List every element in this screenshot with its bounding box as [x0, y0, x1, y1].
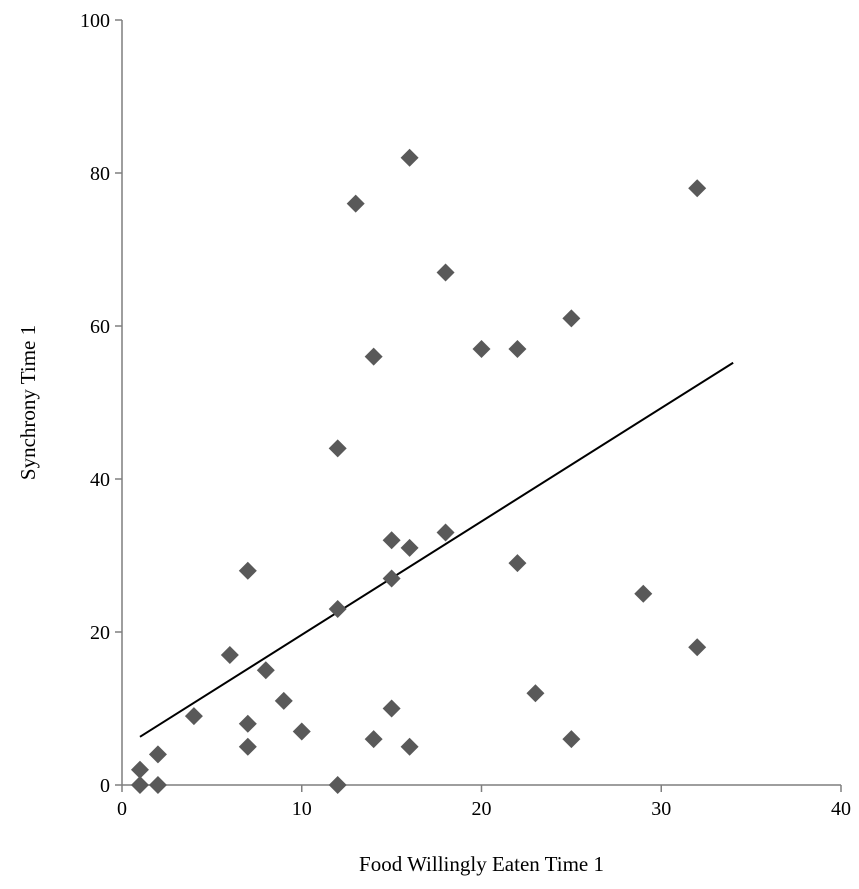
data-point [130, 776, 149, 794]
data-point [472, 339, 491, 358]
data-points [130, 148, 707, 794]
x-axis-title: Food Willingly Eaten Time 1 [359, 852, 604, 876]
data-point [328, 600, 347, 619]
x-tick-label: 40 [831, 798, 851, 820]
data-point [346, 194, 365, 213]
y-tick-label: 60 [90, 316, 110, 338]
data-point [130, 760, 149, 779]
data-point [220, 645, 239, 664]
y-axis-title: Synchrony Time 1 [16, 325, 40, 480]
data-point [436, 523, 455, 542]
data-point [274, 691, 293, 710]
data-point [382, 699, 401, 718]
x-tick-label: 10 [292, 798, 312, 820]
data-point [184, 707, 203, 726]
data-point [148, 745, 167, 764]
data-point [382, 569, 401, 588]
data-point [400, 737, 419, 756]
data-point [400, 538, 419, 557]
data-point [256, 661, 275, 680]
data-point [508, 554, 527, 573]
x-tick-label: 0 [117, 798, 127, 820]
data-point [148, 776, 167, 794]
data-point [328, 776, 347, 794]
x-tick-label: 20 [472, 798, 492, 820]
data-point [238, 561, 257, 580]
data-point [400, 148, 419, 167]
data-point [562, 730, 581, 749]
x-tick-label: 30 [651, 798, 671, 820]
y-tick-label: 0 [100, 775, 110, 797]
data-point [508, 339, 527, 358]
y-tick-label: 40 [90, 469, 110, 491]
trendline [139, 361, 734, 738]
y-tick-label: 80 [90, 163, 110, 185]
data-point [688, 179, 707, 198]
trendline-group [139, 361, 734, 738]
data-point [292, 722, 311, 741]
data-point [526, 684, 545, 703]
data-point [436, 263, 455, 282]
data-point [688, 638, 707, 657]
data-point [562, 309, 581, 328]
data-point [634, 584, 653, 603]
axes [121, 20, 841, 786]
y-tick-label: 20 [90, 622, 110, 644]
data-point [238, 714, 257, 733]
y-tick-label: 100 [80, 10, 110, 32]
data-point [364, 347, 383, 366]
data-point [364, 730, 383, 749]
data-point [328, 439, 347, 458]
ticks: 0 20 40 60 80 100 0 10 20 30 40 [80, 10, 851, 820]
data-point [382, 531, 401, 550]
data-point [238, 737, 257, 756]
